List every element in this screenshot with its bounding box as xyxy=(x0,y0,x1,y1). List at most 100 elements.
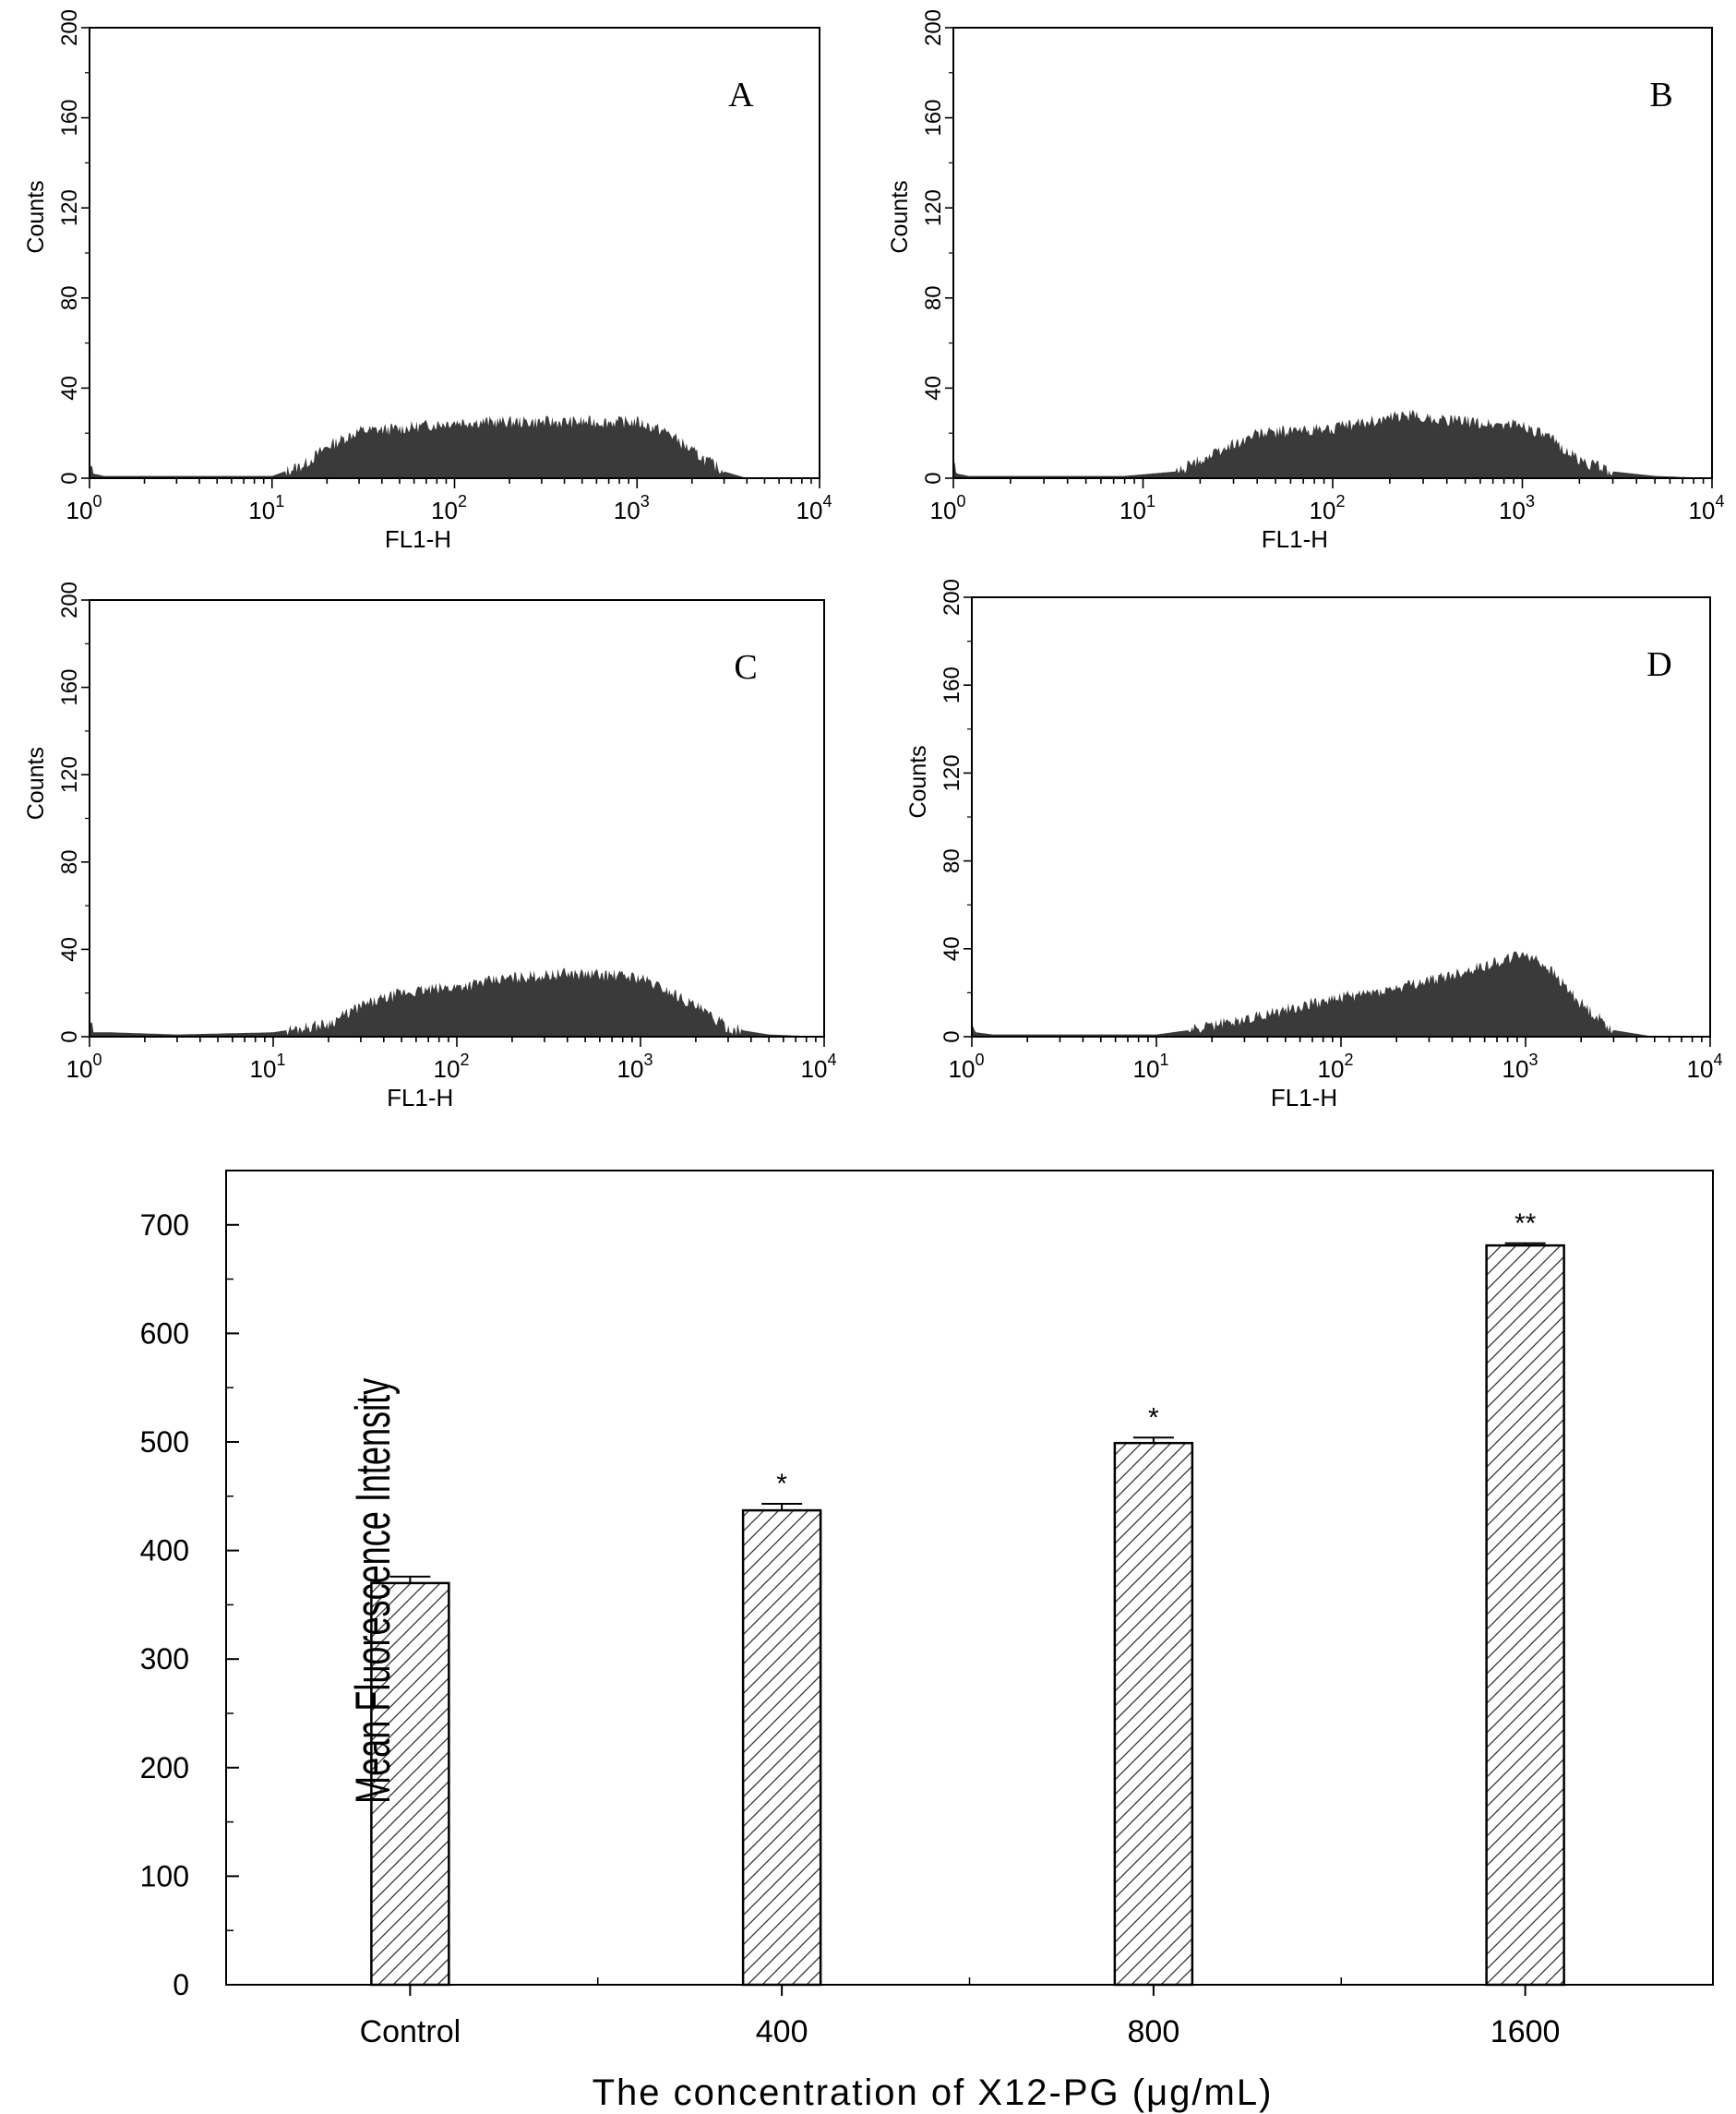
plot-frame xyxy=(971,596,1711,1038)
x-tick-base: 10 xyxy=(66,1055,93,1083)
x-tick-base: 10 xyxy=(930,497,957,524)
x-tick-label: 103 xyxy=(614,492,650,524)
x-tick-exponent: 4 xyxy=(827,1051,836,1069)
x-tick-label: 400 xyxy=(756,2014,808,2049)
x-tick-label: 104 xyxy=(796,492,832,524)
x-tick-base: 10 xyxy=(1133,1055,1160,1083)
x-tick-label: 100 xyxy=(66,1051,102,1083)
bar-1600 xyxy=(1485,1243,1565,1987)
x-tick-exponent: 2 xyxy=(458,492,467,510)
x-tick-exponent: 2 xyxy=(460,1051,469,1069)
x-tick-label: 101 xyxy=(248,492,284,524)
y-tick-label: 400 xyxy=(140,1534,189,1567)
significance-marker: * xyxy=(1148,1402,1159,1433)
x-tick-base: 10 xyxy=(1310,497,1336,524)
x-tick-label: 102 xyxy=(434,1051,470,1083)
y-tick-label: 40 xyxy=(940,936,964,961)
x-tick-label: 101 xyxy=(1133,1051,1169,1083)
x-tick-base: 10 xyxy=(1503,1055,1529,1083)
x-tick-label: 100 xyxy=(66,492,102,524)
y-tick-label: 160 xyxy=(921,100,946,137)
plot-frame xyxy=(952,27,1713,479)
x-tick-exponent: 1 xyxy=(1159,1051,1168,1069)
x-tick-label: 100 xyxy=(949,1051,985,1083)
x-tick-label: 101 xyxy=(250,1051,286,1083)
panel-letter: B xyxy=(1649,76,1672,114)
x-tick-exponent: 1 xyxy=(276,1051,285,1069)
y-tick-label: 120 xyxy=(921,189,946,226)
x-axis-label: FL1-H xyxy=(385,525,451,553)
y-axis-label: Mean Fluorescence Intensity xyxy=(345,1378,401,1804)
x-axis-label: FL1-H xyxy=(387,1084,453,1111)
y-tick-label: 40 xyxy=(57,937,82,962)
y-tick-label: 0 xyxy=(173,1968,189,2001)
y-tick-label: 0 xyxy=(57,1030,82,1042)
significance-marker: ** xyxy=(1515,1208,1537,1239)
histogram-area xyxy=(972,951,1710,1037)
x-tick-base: 10 xyxy=(949,1055,976,1083)
x-tick-exponent: 0 xyxy=(92,492,102,510)
x-tick-label: 103 xyxy=(617,1051,653,1083)
x-tick-base: 10 xyxy=(1689,497,1716,524)
panel-letter: C xyxy=(734,648,757,687)
histogram-panel-d: 100 101 102 103 10404080120160200FL1-HCounts… xyxy=(905,579,1722,1111)
bar-control xyxy=(370,1581,450,1987)
x-tick-label: 104 xyxy=(801,1051,837,1083)
x-tick-label: 104 xyxy=(1689,492,1725,524)
x-tick-exponent: 2 xyxy=(1335,492,1345,510)
histogram-panel-c: 100 101 102 103 10404080120160200FL1-HCounts… xyxy=(23,582,836,1111)
x-tick-base: 10 xyxy=(250,1055,277,1083)
y-axis-label: Counts xyxy=(887,180,913,253)
y-tick-label: 120 xyxy=(57,189,82,226)
x-tick-base: 10 xyxy=(614,497,641,524)
x-tick-base: 10 xyxy=(431,497,458,524)
bar-400 xyxy=(741,1508,822,1987)
y-tick-label: 200 xyxy=(921,9,946,46)
x-tick-base: 10 xyxy=(248,497,275,524)
y-tick-label: 0 xyxy=(921,472,946,484)
x-tick-base: 10 xyxy=(1499,497,1526,524)
x-tick-base: 10 xyxy=(1687,1055,1714,1083)
y-tick-label: 80 xyxy=(57,285,82,310)
plot-frame xyxy=(89,599,825,1038)
x-tick-exponent: 2 xyxy=(1344,1051,1353,1069)
y-tick-label: 160 xyxy=(940,667,964,703)
x-tick-exponent: 1 xyxy=(1146,492,1155,510)
x-tick-exponent: 3 xyxy=(643,1051,652,1069)
bar-800 xyxy=(1113,1441,1194,1987)
y-tick-label: 40 xyxy=(921,376,946,401)
x-tick-exponent: 4 xyxy=(1715,492,1724,510)
y-tick-label: 0 xyxy=(940,1030,964,1042)
y-tick-label: 80 xyxy=(57,849,82,874)
x-tick-exponent: 4 xyxy=(822,492,832,510)
histogram-panel-a: 100 101 102 103 10404080120160200FL1-HCounts… xyxy=(23,9,832,553)
x-tick-base: 10 xyxy=(801,1055,828,1083)
x-tick-label: 103 xyxy=(1499,492,1535,524)
y-tick-label: 100 xyxy=(140,1859,189,1892)
x-tick-label: 104 xyxy=(1687,1051,1723,1083)
panel-letter: D xyxy=(1646,645,1671,684)
y-axis-label: Counts xyxy=(23,180,49,253)
histogram-area xyxy=(953,409,1712,478)
y-tick-label: 120 xyxy=(57,756,82,793)
x-tick-exponent: 0 xyxy=(92,1051,102,1069)
histogram-area xyxy=(90,967,824,1037)
x-tick-label: 100 xyxy=(930,492,966,524)
x-tick-label: 1600 xyxy=(1491,2014,1561,2049)
x-tick-exponent: 0 xyxy=(975,1051,984,1069)
y-tick-label: 160 xyxy=(57,100,82,137)
y-tick-label: 80 xyxy=(921,285,946,310)
x-tick-label: Control xyxy=(360,2014,461,2049)
x-axis-label: The concentration of X12-PG (μg/mL) xyxy=(593,2072,1274,2113)
y-tick-label: 0 xyxy=(57,472,82,484)
y-tick-label: 700 xyxy=(140,1208,189,1242)
histogram-panel-b: 100 101 102 103 10404080120160200FL1-HCounts… xyxy=(887,9,1724,553)
y-axis-label: Counts xyxy=(23,747,49,820)
plot-frame xyxy=(89,27,820,479)
x-tick-base: 10 xyxy=(617,1055,644,1083)
bar-chart: 0 100 200 300 400 500 600 700 Control * 400 * 800 ** 1… xyxy=(140,1170,1714,2113)
y-tick-label: 120 xyxy=(940,754,964,791)
x-axis-label: FL1-H xyxy=(1262,525,1328,553)
x-tick-base: 10 xyxy=(434,1055,461,1083)
y-tick-label: 300 xyxy=(140,1642,189,1676)
